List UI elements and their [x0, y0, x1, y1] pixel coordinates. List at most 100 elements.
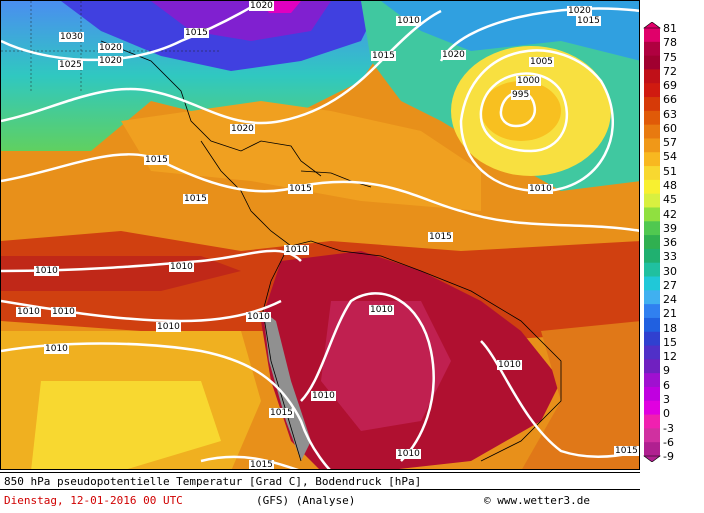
scale-swatch — [644, 290, 660, 305]
scale-swatch — [644, 373, 660, 388]
scale-tick-label: 54 — [663, 150, 677, 164]
scale-tick-label: -3 — [663, 421, 674, 435]
scale-swatch — [644, 359, 660, 374]
scale-swatch — [644, 262, 660, 278]
scale-tick-label: 66 — [663, 93, 677, 107]
color-bar — [643, 22, 661, 462]
scale-tick-label: 0 — [663, 407, 670, 421]
scale-tick-label: 3 — [663, 392, 670, 406]
isobar-label: 1000 — [516, 76, 541, 86]
isobar-label: 1020 — [230, 124, 255, 134]
isobar-label: 1005 — [529, 57, 554, 67]
isobar-label: 1015 — [614, 446, 639, 456]
scale-swatch — [644, 179, 660, 195]
isobar-label: 1015 — [184, 28, 209, 38]
coastlines — [100, 40, 562, 462]
scale-swatch — [644, 235, 660, 250]
isobar-label: 995 — [511, 90, 531, 100]
scale-swatch — [644, 221, 660, 236]
isobar-label: 1010 — [311, 391, 336, 401]
scale-tick-label: 78 — [663, 36, 677, 50]
andes-mask — [263, 311, 311, 461]
isobar-label: 1030 — [59, 32, 84, 42]
scale-swatch — [644, 28, 660, 43]
scale-tick-label: 33 — [663, 250, 677, 264]
scale-tick-label: 51 — [663, 164, 677, 178]
isobar-label: 1020 — [441, 50, 466, 60]
date-label: Dienstag, 12-01-2016 00 UTC — [4, 494, 183, 507]
scale-tick-label: 60 — [663, 121, 677, 135]
scale-swatch — [644, 97, 660, 112]
borders — [1, 1, 221, 91]
scale-swatch — [644, 304, 660, 319]
scale-swatch — [644, 317, 660, 333]
isobar-label: 1010 — [34, 266, 59, 276]
scale-swatch — [644, 276, 660, 291]
scale-swatch — [644, 414, 660, 429]
scale-swatch — [644, 152, 660, 167]
map-area: 1020 1030 1015 1020 1025 1020 1010 1015 … — [0, 0, 640, 470]
subtropics — [121, 101, 481, 211]
scale-swatch — [644, 207, 660, 222]
scale-tick-label: 39 — [663, 221, 677, 235]
isobar-label: 1010 — [16, 307, 41, 317]
south-atlantic — [522, 321, 639, 469]
chart-footer: 850 hPa pseudopotentielle Temperatur [Gr… — [0, 472, 640, 513]
isobar-label: 1010 — [369, 305, 394, 315]
isobar-label: 1010 — [156, 322, 181, 332]
isobar-label: 1010 — [284, 245, 309, 255]
scale-swatch — [644, 124, 660, 139]
isobar-label: 1010 — [51, 307, 76, 317]
isobar-label: 1015 — [249, 460, 274, 470]
scale-swatch — [644, 193, 660, 208]
isobar-label: 1025 — [58, 60, 83, 70]
isobar-label: 1010 — [169, 262, 194, 272]
isobar-label: 1015 — [288, 184, 313, 194]
isobar-label: 1015 — [371, 51, 396, 61]
scale-tick-label: 18 — [663, 321, 677, 335]
scale-swatch — [644, 83, 660, 98]
scale-tick-label: 12 — [663, 350, 677, 364]
scale-tick-label: 45 — [663, 193, 677, 207]
isobar-label: 1010 — [44, 344, 69, 354]
scale-swatch — [644, 400, 660, 416]
scale-swatch — [644, 41, 660, 57]
isobar-label: 1010 — [396, 16, 421, 26]
isobar-label: 1020 — [567, 6, 592, 16]
scale-tick-label: -9 — [663, 450, 674, 463]
isobar-label: 1020 — [98, 56, 123, 66]
isobar-label: 1010 — [528, 184, 553, 194]
scale-swatch — [644, 442, 660, 457]
scale-swatch — [644, 248, 660, 264]
scale-swatch — [644, 55, 660, 70]
amazon-core — [321, 301, 451, 431]
isobar-label: 1010 — [396, 449, 421, 459]
scale-tick-label: 15 — [663, 335, 677, 349]
low-core — [481, 81, 561, 141]
isobar-label: 1015 — [428, 232, 453, 242]
scale-swatch — [644, 386, 660, 402]
scale-tick-label: 81 — [663, 22, 677, 35]
scale-tick-label: 6 — [663, 378, 670, 392]
scale-swatch — [644, 345, 660, 360]
scale-swatch — [644, 166, 660, 181]
scale-tick-label: 75 — [663, 50, 677, 64]
chart-title: 850 hPa pseudopotentielle Temperatur [Gr… — [4, 475, 422, 488]
isobar-label: 1015 — [144, 155, 169, 165]
scale-tick-label: 24 — [663, 293, 677, 307]
isobar-label: 1020 — [98, 43, 123, 53]
isobar-label: 1015 — [183, 194, 208, 204]
scale-tick-label: 69 — [663, 79, 677, 93]
scale-swatch — [644, 428, 660, 443]
scale-tick-label: 36 — [663, 236, 677, 249]
isobar-label: 1010 — [246, 312, 271, 322]
scale-tick-label: 30 — [663, 264, 677, 278]
scale-swatch — [644, 69, 660, 84]
scale-swatch — [644, 331, 660, 347]
isobar-label: 1015 — [576, 16, 601, 26]
model-label: (GFS) (Analyse) — [256, 494, 356, 507]
color-scale: 81 78 75 72 69 66 63 60 57 54 51 48 45 42 39 36 33 30 27 24… — [643, 22, 703, 462]
scale-tick-label: 57 — [663, 136, 677, 150]
south-pacific-cool — [31, 381, 221, 469]
